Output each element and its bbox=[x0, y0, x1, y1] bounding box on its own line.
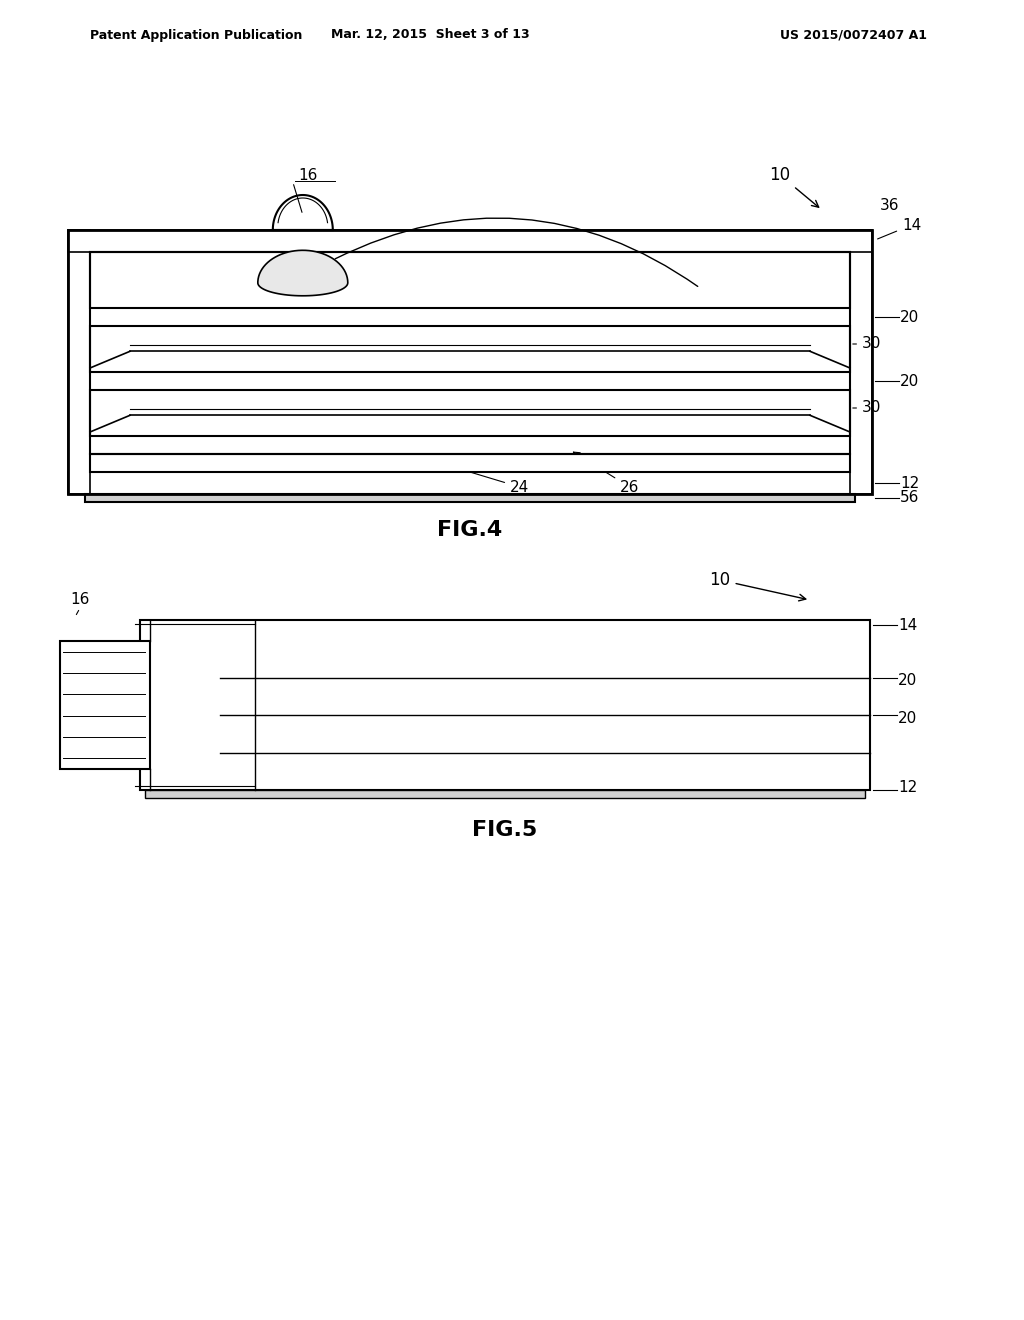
Bar bbox=[90, 389, 850, 436]
Text: 24: 24 bbox=[443, 463, 529, 495]
Bar bbox=[90, 308, 850, 326]
Text: 28: 28 bbox=[784, 342, 849, 356]
Text: 12: 12 bbox=[900, 475, 920, 491]
Text: 20: 20 bbox=[900, 374, 920, 388]
Bar bbox=[90, 252, 850, 454]
Bar bbox=[140, 620, 870, 789]
Text: FIG.4: FIG.4 bbox=[437, 520, 503, 540]
Text: 30: 30 bbox=[853, 337, 882, 351]
Bar bbox=[90, 308, 850, 326]
Bar bbox=[68, 230, 872, 252]
Text: 34: 34 bbox=[418, 260, 437, 276]
Bar bbox=[90, 372, 850, 389]
Text: 12: 12 bbox=[898, 780, 918, 795]
Bar bbox=[90, 436, 850, 454]
Bar bbox=[90, 454, 850, 473]
Bar bbox=[145, 789, 865, 799]
Text: 36: 36 bbox=[880, 198, 899, 213]
Bar bbox=[68, 473, 872, 494]
Polygon shape bbox=[258, 251, 348, 296]
Bar bbox=[68, 230, 90, 494]
Bar bbox=[68, 230, 872, 494]
Text: 50: 50 bbox=[390, 405, 410, 421]
Text: 20: 20 bbox=[900, 309, 920, 325]
Bar bbox=[90, 436, 850, 454]
Bar bbox=[68, 473, 872, 494]
Text: 18: 18 bbox=[293, 271, 312, 285]
Text: Patent Application Publication: Patent Application Publication bbox=[90, 29, 302, 41]
Text: 26: 26 bbox=[573, 453, 639, 495]
Text: US 2015/0072407 A1: US 2015/0072407 A1 bbox=[780, 29, 927, 41]
Text: 20: 20 bbox=[898, 710, 918, 726]
Bar bbox=[850, 230, 872, 494]
Bar bbox=[90, 252, 850, 308]
Text: 20: 20 bbox=[898, 673, 918, 688]
Text: 50: 50 bbox=[390, 342, 410, 356]
Text: 22: 22 bbox=[201, 272, 219, 288]
Bar bbox=[60, 642, 150, 768]
Text: FIG.5: FIG.5 bbox=[472, 820, 538, 840]
Text: 14: 14 bbox=[878, 218, 922, 239]
Bar bbox=[90, 326, 850, 372]
Text: 16: 16 bbox=[298, 168, 317, 182]
Bar bbox=[850, 230, 872, 494]
Text: 14: 14 bbox=[898, 618, 918, 632]
Bar bbox=[85, 494, 855, 502]
Text: 56: 56 bbox=[900, 491, 920, 506]
Text: 16: 16 bbox=[71, 593, 90, 607]
Text: 28: 28 bbox=[784, 405, 849, 421]
Text: 10: 10 bbox=[769, 166, 818, 207]
Text: Mar. 12, 2015  Sheet 3 of 13: Mar. 12, 2015 Sheet 3 of 13 bbox=[331, 29, 529, 41]
Bar bbox=[68, 230, 90, 494]
Text: 10: 10 bbox=[710, 572, 806, 601]
Bar bbox=[90, 372, 850, 389]
Bar bbox=[68, 230, 872, 252]
Text: 30: 30 bbox=[853, 400, 882, 416]
